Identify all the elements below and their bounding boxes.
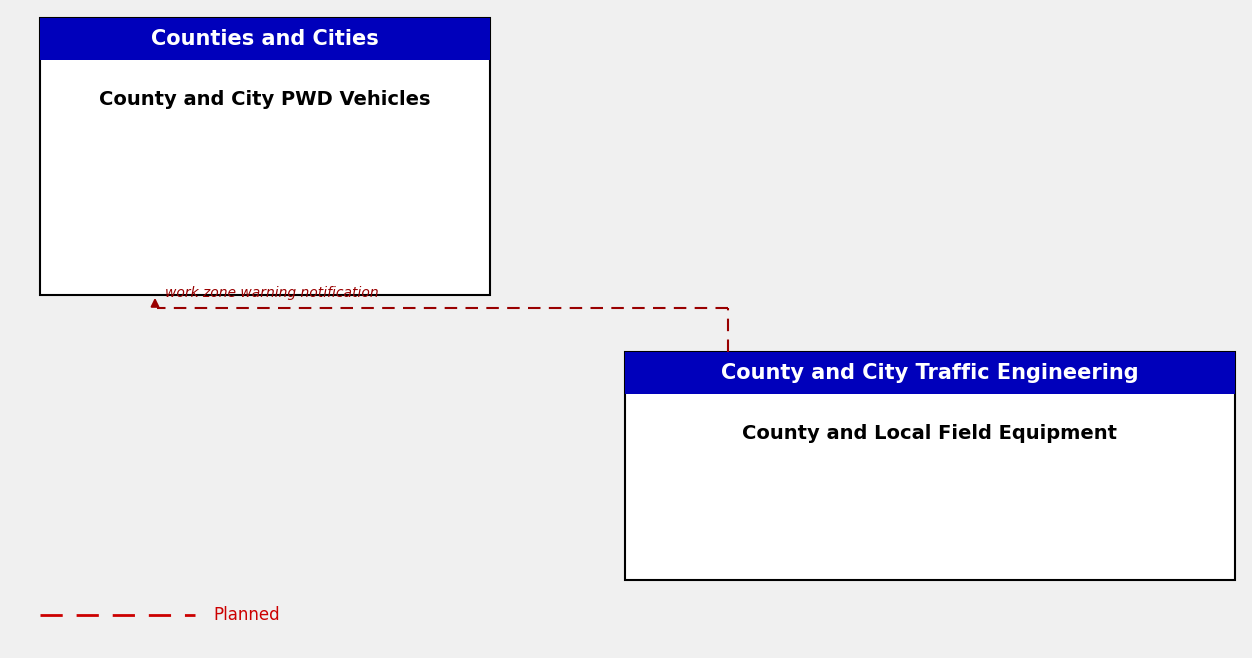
Text: County and City Traffic Engineering: County and City Traffic Engineering (721, 363, 1139, 383)
Text: work zone warning notification: work zone warning notification (165, 286, 378, 300)
Text: County and City PWD Vehicles: County and City PWD Vehicles (99, 90, 431, 109)
Text: Counties and Cities: Counties and Cities (151, 29, 379, 49)
Bar (40, 18, 490, 295)
Bar (625, 352, 1234, 394)
Bar (40, 18, 490, 60)
Text: County and Local Field Equipment: County and Local Field Equipment (742, 424, 1118, 443)
Text: Planned: Planned (213, 606, 279, 624)
Bar (625, 352, 1234, 580)
